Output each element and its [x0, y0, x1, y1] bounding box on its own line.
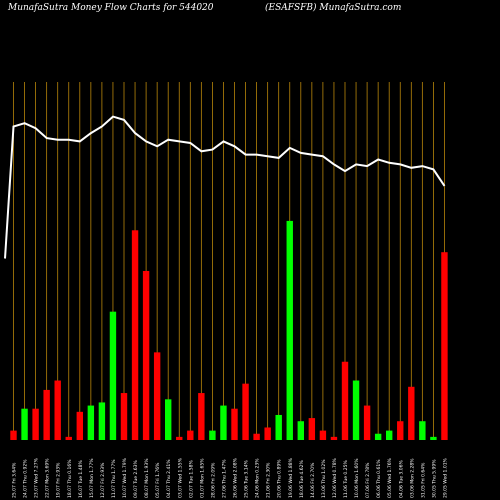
- volume-bar: [286, 220, 293, 440]
- x-tick-label: 12.06 Wed 0.78%: [332, 457, 338, 498]
- x-tick-label: 23.07 Wed 7.27%: [34, 457, 40, 498]
- x-tick-label: 12.07 Fri 2.93%: [100, 462, 106, 498]
- x-tick-label: 05.06 Wed 1.76%: [387, 457, 393, 498]
- x-tick-label: 24.07 Thu 0.92%: [23, 459, 29, 498]
- chart-title: MunafaSutra Money Flow Charts for 544020: [8, 3, 214, 13]
- volume-bar: [54, 380, 61, 440]
- volume-bar: [142, 270, 150, 440]
- volume-bar: [308, 418, 316, 440]
- x-tick-label: 30.05 Thu 5.99%: [431, 459, 437, 498]
- volume-bar: [176, 436, 183, 440]
- volume-bar: [165, 399, 172, 440]
- x-tick-label: 13.06 Thu 1.02%: [321, 459, 327, 498]
- volume-bar: [120, 393, 128, 440]
- volume-bar: [76, 411, 83, 440]
- volume-bar: [374, 433, 382, 440]
- volume-bar: [408, 386, 415, 440]
- x-tick-label: 01.07 Mon 1.65%: [199, 458, 205, 498]
- volume-bar: [419, 421, 426, 440]
- volume-bar: [319, 430, 327, 440]
- volume-bars: [10, 220, 448, 440]
- volume-bar: [297, 421, 304, 440]
- x-tick-label: 16.07 Tue 1.48%: [78, 460, 84, 498]
- x-tick-label: 19.06 Wed 1.88%: [288, 457, 294, 498]
- x-tick-label: 21.06 Fri 2.30%: [266, 462, 272, 498]
- volume-bar: [231, 408, 238, 440]
- volume-bar: [275, 414, 282, 440]
- x-tick-label: 26.06 Wed 2.08%: [233, 457, 239, 498]
- volume-bar: [430, 436, 437, 440]
- volume-bar: [153, 352, 161, 440]
- x-tick-label: 03.07 Wed 1.55%: [177, 457, 183, 498]
- volume-bar: [441, 252, 448, 440]
- x-tick-label: 31.05 Fri 0.64%: [420, 462, 426, 498]
- x-tick-label: 15.07 Mon 1.77%: [89, 458, 95, 498]
- x-tick-label: 11.06 Tue 0.25%: [343, 460, 349, 498]
- volume-bar: [198, 393, 205, 440]
- x-tick-label: 04.06 Tue 3.06%: [398, 460, 404, 498]
- volume-bar: [363, 405, 371, 440]
- grid-lines: [13, 82, 445, 440]
- x-tick-label: 09.07 Tue 2.63%: [133, 460, 139, 498]
- x-tick-label: 18.06 Tue 4.62%: [299, 460, 305, 498]
- volume-bar: [98, 402, 106, 440]
- x-tick-label: 08.07 Mon 1.93%: [144, 458, 150, 498]
- volume-bar: [87, 405, 95, 440]
- x-tick-label: 03.06 Mon 2.28%: [409, 458, 415, 498]
- x-tick-label: 02.07 Tue 1.58%: [188, 460, 194, 498]
- x-tick-label: 05.07 Fri 1.76%: [155, 462, 161, 498]
- x-tick-label: 20.06 Thu 0.89%: [277, 459, 283, 498]
- volume-bar: [209, 430, 216, 440]
- x-tick-label: 11.07 Thu 1.77%: [111, 459, 117, 498]
- volume-bar: [43, 389, 50, 440]
- x-tick-label: 28.06 Fri 2.09%: [210, 462, 216, 498]
- volume-bar: [264, 427, 271, 440]
- x-tick-label: 27.06 Thu 1.47%: [221, 459, 227, 498]
- x-tick-label: 22.07 Mon 3.69%: [45, 458, 51, 498]
- x-tick-label: 04.07 Thu 2.41%: [166, 459, 172, 498]
- x-tick-label: 24.06 Mon 0.23%: [255, 458, 261, 498]
- volume-bar: [220, 405, 227, 440]
- x-tick-label: 10.07 Wed 1.79%: [122, 457, 128, 498]
- volume-bar: [109, 311, 117, 440]
- volume-bar: [242, 383, 249, 440]
- volume-bar: [397, 421, 404, 440]
- x-tick-label: 07.06 Fri 2.78%: [365, 462, 371, 498]
- x-tick-label: 25.06 Tue 3.14%: [244, 460, 250, 498]
- volume-bar: [187, 430, 194, 440]
- x-tick-label: 10.06 Mon 1.60%: [354, 458, 360, 498]
- volume-bar: [10, 430, 17, 440]
- price-line: [4, 115, 446, 259]
- x-tick-label: 29.05 Wed 1.01%: [442, 457, 448, 498]
- volume-bar: [21, 408, 28, 440]
- volume-bar: [253, 433, 260, 440]
- volume-bar: [330, 436, 338, 440]
- x-tick-labels: 25.07 Fri 3.64% 24.07 Thu 0.92% 23.07 Wed …: [12, 457, 449, 498]
- x-tick-label: 19.07 Fri 2.93%: [56, 462, 62, 498]
- chart-source: (ESAFSFB) MunafaSutra.com: [265, 3, 402, 13]
- x-tick-label: 18.07 Thu 0.16%: [67, 459, 73, 498]
- volume-bar: [341, 361, 349, 440]
- x-tick-label: 14.06 Fri 2.70%: [310, 462, 316, 498]
- volume-bar: [131, 230, 139, 440]
- volume-bar: [32, 408, 39, 440]
- x-tick-label: 25.07 Fri 3.64%: [12, 462, 18, 498]
- x-tick-label: 06.06 Thu 0.61%: [376, 459, 382, 498]
- volume-bar: [352, 380, 360, 440]
- volume-bar: [386, 430, 393, 440]
- volume-bar: [65, 436, 72, 440]
